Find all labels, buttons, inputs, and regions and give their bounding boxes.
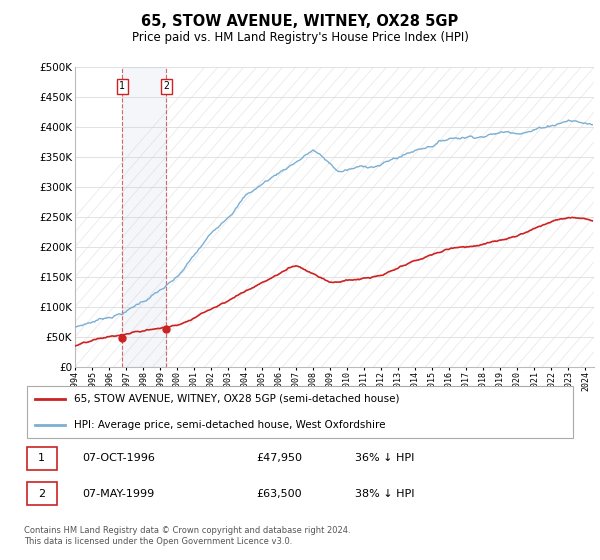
Text: Price paid vs. HM Land Registry's House Price Index (HPI): Price paid vs. HM Land Registry's House … (131, 31, 469, 44)
Text: £63,500: £63,500 (256, 489, 301, 499)
Text: HPI: Average price, semi-detached house, West Oxfordshire: HPI: Average price, semi-detached house,… (74, 421, 385, 430)
Text: 1: 1 (38, 453, 45, 463)
Text: 65, STOW AVENUE, WITNEY, OX28 5GP: 65, STOW AVENUE, WITNEY, OX28 5GP (142, 14, 458, 29)
FancyBboxPatch shape (27, 482, 57, 505)
Text: 07-OCT-1996: 07-OCT-1996 (82, 453, 155, 463)
Text: Contains HM Land Registry data © Crown copyright and database right 2024.
This d: Contains HM Land Registry data © Crown c… (24, 526, 350, 546)
Text: 65, STOW AVENUE, WITNEY, OX28 5GP (semi-detached house): 65, STOW AVENUE, WITNEY, OX28 5GP (semi-… (74, 394, 399, 404)
Text: 1: 1 (119, 81, 125, 91)
Text: £47,950: £47,950 (256, 453, 302, 463)
Text: 07-MAY-1999: 07-MAY-1999 (82, 489, 154, 499)
Text: 36% ↓ HPI: 36% ↓ HPI (355, 453, 415, 463)
FancyBboxPatch shape (27, 386, 573, 438)
FancyBboxPatch shape (27, 446, 57, 470)
Text: 38% ↓ HPI: 38% ↓ HPI (355, 489, 415, 499)
Bar (122, 67, 166, 367)
Text: 2: 2 (38, 489, 45, 499)
Text: 2: 2 (163, 81, 169, 91)
